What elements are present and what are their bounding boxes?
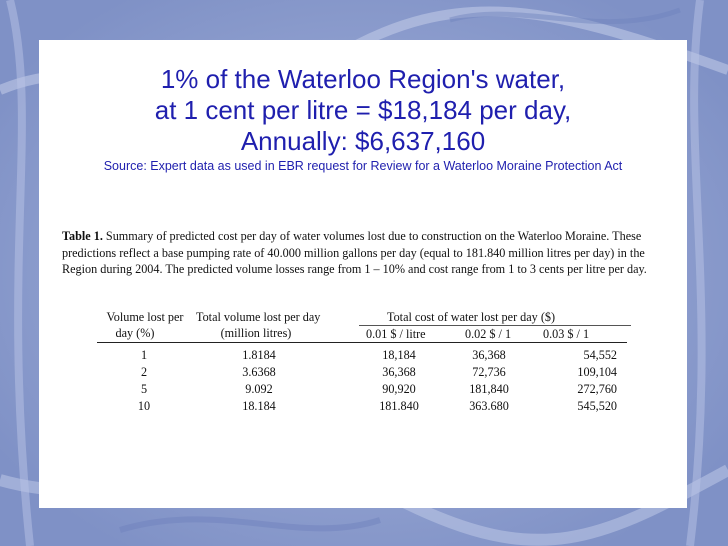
table-cell: 36,368 [472, 348, 506, 362]
table-cell: 2 [140, 365, 148, 379]
header-rule [97, 342, 627, 343]
header-total-volume-line2: (million litres) [220, 326, 292, 340]
table-cell: 272,760 [577, 382, 617, 396]
header-cost-001: 0.01 $ / litre [366, 327, 426, 341]
header-cost-003: 0.03 $ / 1 [543, 327, 590, 341]
header-total-volume-line1: Total volume lost per day [196, 310, 321, 324]
slide-content: 1% of the Waterloo Region's water, at 1 … [39, 40, 687, 508]
source-note: Source: Expert data as used in EBR reque… [103, 159, 623, 173]
table-cell: 10 [137, 399, 151, 413]
table-cell: 9.092 [245, 382, 273, 396]
table-cell: 18.184 [242, 399, 276, 413]
header-cost-002: 0.02 $ / 1 [465, 327, 512, 341]
table-cell: 72,736 [472, 365, 506, 379]
header-volume-lost-line2: day (%) [115, 326, 155, 340]
slide-title: 1% of the Waterloo Region's water, at 1 … [39, 64, 687, 157]
table-cell: 181,840 [469, 382, 509, 396]
title-line-3: Annually: $6,637,160 [240, 126, 486, 156]
table-cell: 109,104 [577, 365, 617, 379]
table-caption-label: Table 1. [62, 229, 103, 243]
table-cell: 181.840 [379, 399, 419, 413]
table-cell: 54,552 [583, 348, 617, 362]
title-line-1: 1% of the Waterloo Region's water, [160, 64, 566, 94]
title-line-2: at 1 cent per litre = $18,184 per day, [154, 95, 572, 125]
table-cell: 1 [140, 348, 148, 362]
table-cell: 1.8184 [242, 348, 276, 362]
scanned-table-image: Table 1. Summary of predicted cost per d… [59, 224, 687, 414]
table-caption: Table 1. Summary of predicted cost per d… [62, 228, 662, 278]
table-cell: 545,520 [577, 399, 617, 413]
header-volume-lost-line1: Volume lost per [106, 310, 184, 324]
header-subrule [359, 325, 631, 326]
table-cell: 363.680 [469, 399, 509, 413]
table-cell: 36,368 [382, 365, 416, 379]
header-total-cost-group: Total cost of water lost per day ($) [387, 310, 556, 324]
table-caption-text: Summary of predicted cost per day of wat… [62, 229, 647, 276]
table-cell: 5 [140, 382, 148, 396]
table-cell: 90,920 [382, 382, 416, 396]
table-cell: 3.6368 [242, 365, 276, 379]
table-cell: 18,184 [382, 348, 416, 362]
